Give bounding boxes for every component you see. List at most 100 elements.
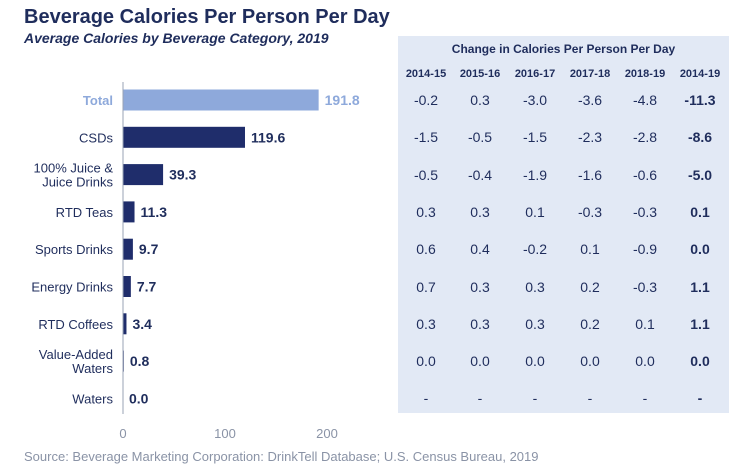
- category-label: RTD Coffees: [38, 317, 113, 332]
- bar-value-label: 11.3: [141, 204, 168, 220]
- category-label: Energy Drinks: [31, 280, 113, 295]
- chart-subtitle: Average Calories by Beverage Category, 2…: [24, 30, 329, 46]
- table-cell: -0.3: [632, 278, 658, 295]
- table-cell: -0.9: [632, 241, 658, 258]
- table-cell: -: [587, 390, 593, 407]
- category-label: Sports Drinks: [35, 242, 114, 257]
- table-cell: 1.1: [690, 278, 710, 295]
- table-cell: 0.0: [690, 353, 710, 370]
- table-cell: -8.6: [687, 129, 713, 146]
- bar: [123, 238, 133, 260]
- bar-value-label: 191.8: [325, 92, 360, 108]
- x-tick-label: 100: [214, 426, 236, 441]
- table-column-header: 2017-18: [569, 68, 611, 80]
- table-cell: -: [532, 390, 538, 407]
- table-cell: -0.2: [522, 241, 548, 258]
- table-cell: 0.3: [470, 315, 490, 332]
- category-label: Value-Added Waters: [39, 347, 114, 376]
- table-cell: 0.0: [470, 353, 490, 370]
- table-cell: 0.3: [416, 315, 436, 332]
- category-label-line: 100% Juice &: [34, 161, 114, 176]
- category-label-line: RTD Teas: [56, 205, 114, 220]
- table-cell: -11.3: [684, 92, 716, 108]
- bar: [123, 89, 319, 111]
- table-cell: 0.1: [580, 241, 600, 258]
- table-cell: -: [697, 390, 703, 407]
- table-cell: -2.8: [632, 129, 658, 146]
- bar: [123, 276, 131, 297]
- category-label: CSDs: [79, 130, 113, 145]
- category-label-line: CSDs: [79, 130, 113, 145]
- table-column-header: 2014-19: [679, 68, 721, 80]
- table-cell: 0.0: [525, 353, 545, 370]
- table-cell: -1.9: [522, 166, 548, 183]
- table-cell: -0.6: [632, 166, 658, 183]
- category-label: 100% Juice & Juice Drinks: [34, 161, 114, 190]
- table-cell: 0.0: [580, 353, 600, 370]
- table-cell: -0.5: [413, 166, 439, 183]
- bar-value-label: 0.8: [130, 353, 150, 369]
- table-cell: 0.3: [470, 92, 490, 108]
- bar-value-label: 0.0: [129, 390, 149, 406]
- bar: [123, 164, 164, 186]
- x-tick-label: 200: [316, 426, 338, 441]
- table-cell: 0.4: [470, 241, 490, 258]
- chart-title: Beverage Calories Per Person Per Day: [24, 6, 390, 28]
- table-cell: -1.5: [413, 129, 439, 146]
- table-column-header: 2014-15: [405, 68, 447, 80]
- category-label-line: Waters: [72, 391, 113, 406]
- table-cell: -0.4: [467, 166, 493, 183]
- bar-value-label: 39.3: [169, 167, 196, 183]
- bar: [123, 201, 135, 223]
- table-cell: 0.1: [525, 203, 545, 220]
- bar: [123, 313, 127, 335]
- table-cell: -5.0: [687, 166, 713, 183]
- table-cell: 0.3: [416, 203, 436, 220]
- table-cell: 0.3: [525, 278, 545, 295]
- table-cell: 1.1: [690, 315, 710, 332]
- category-label-line: Total: [83, 93, 113, 108]
- table-column-header: 2018-19: [624, 68, 666, 80]
- category-label-line: Energy Drinks: [31, 280, 113, 295]
- table-cell: -1.6: [577, 166, 603, 183]
- category-label-line: RTD Coffees: [38, 317, 113, 332]
- table-cell: 0.6: [416, 241, 436, 258]
- table-cell: -0.3: [577, 203, 603, 220]
- table-column-header: 2015-16: [459, 68, 501, 80]
- bar-value-label: 119.6: [251, 129, 285, 145]
- table-cell: 0.0: [635, 353, 655, 370]
- table-cell: 0.1: [635, 315, 655, 332]
- table-cell: 0.3: [525, 315, 545, 332]
- table-cell: -4.8: [632, 92, 658, 108]
- table-cell: -: [477, 390, 483, 407]
- table-cell: 0.3: [470, 203, 490, 220]
- category-label: Waters: [72, 391, 113, 406]
- category-label-line: Juice Drinks: [42, 175, 113, 190]
- table-cell: -3.0: [522, 92, 548, 108]
- change-table-panel: [398, 36, 729, 413]
- category-label-line: Value-Added: [39, 347, 113, 362]
- table-cell: -0.2: [413, 92, 439, 108]
- source-note: Source: Beverage Marketing Corporation: …: [24, 449, 539, 464]
- table-cell: -: [423, 390, 429, 407]
- bar-value-label: 3.4: [132, 316, 152, 332]
- category-label: Total: [83, 93, 113, 108]
- table-cell: 0.3: [470, 278, 490, 295]
- table-column-header: 2016-17: [514, 68, 556, 80]
- table-cell: -3.6: [577, 92, 603, 108]
- category-label: RTD Teas: [56, 205, 114, 220]
- table-cell: -0.5: [467, 129, 493, 146]
- bar-value-label: 9.7: [139, 241, 159, 257]
- change-table-title: Change in Calories Per Person Per Day: [451, 42, 676, 56]
- table-cell: -1.5: [522, 129, 548, 146]
- table-cell: 0.2: [580, 278, 600, 295]
- table-cell: 0.1: [690, 203, 710, 220]
- bar: [123, 126, 245, 148]
- table-cell: 0.2: [580, 315, 600, 332]
- bar-chart: 191.8 Total 119.6 CSDs 39.3 100% Juice & Juice…: [31, 82, 360, 441]
- table-cell: 0.0: [416, 353, 436, 370]
- category-label-line: Sports Drinks: [35, 242, 114, 257]
- table-cell: -: [642, 390, 648, 407]
- table-cell: 0.7: [416, 278, 436, 295]
- bar-value-label: 7.7: [137, 279, 157, 295]
